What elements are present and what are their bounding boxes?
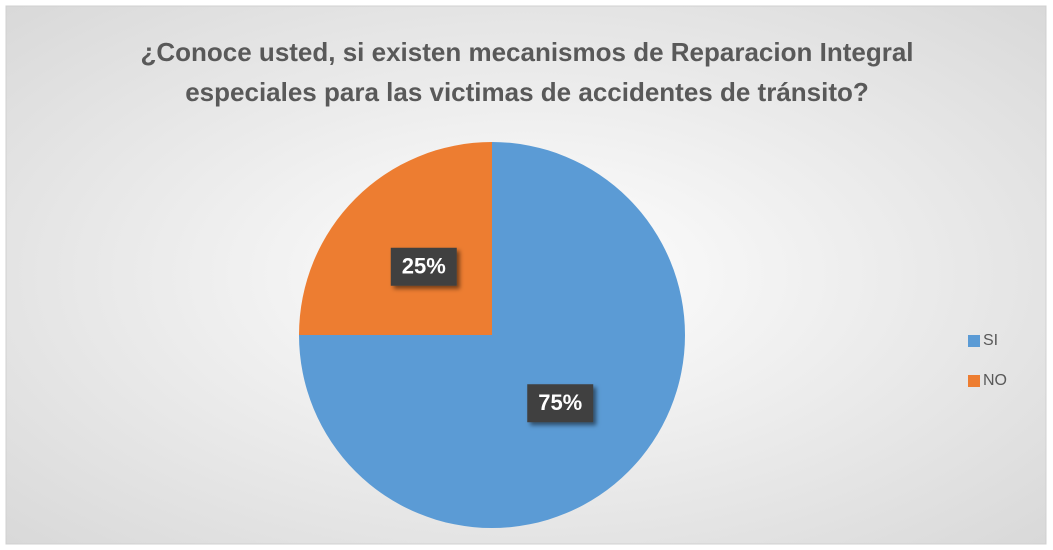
legend-label: NO — [983, 372, 1007, 389]
data-label: 25% — [402, 254, 446, 279]
legend-swatch — [968, 375, 980, 387]
chart-title: ¿Conoce usted, si existen mecanismos de … — [140, 37, 913, 67]
data-label: 75% — [538, 390, 582, 415]
legend-swatch — [968, 335, 980, 347]
pie-slice — [299, 142, 492, 335]
legend-label: SI — [983, 332, 998, 349]
data-label-box — [527, 384, 594, 423]
data-label-box — [390, 247, 457, 286]
chart-title: especiales para las victimas de accident… — [185, 77, 869, 107]
